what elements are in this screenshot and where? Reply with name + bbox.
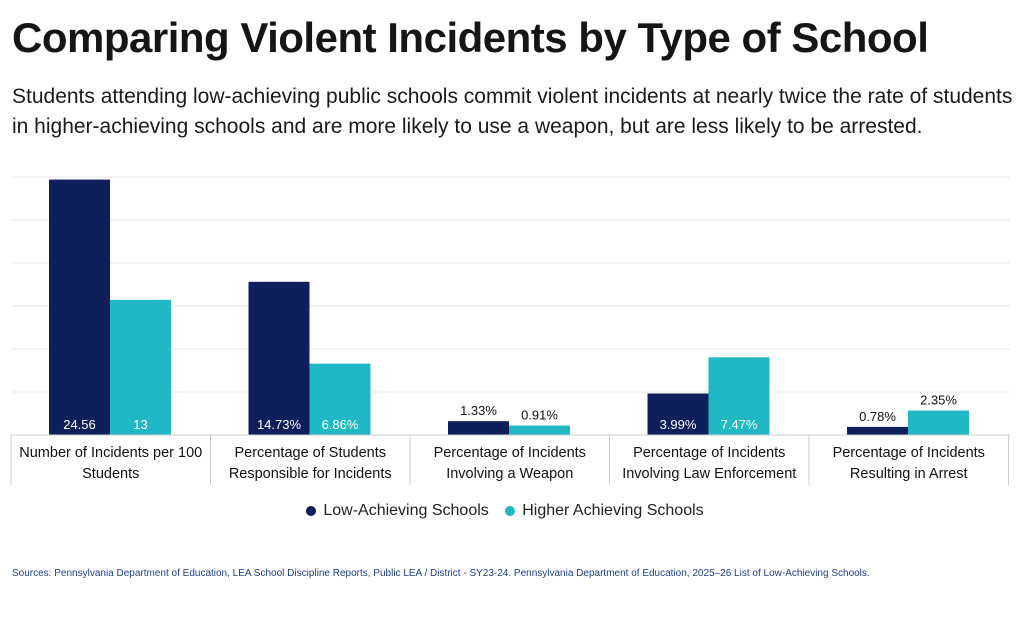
category-label: Number of Incidents per 100 xyxy=(19,445,202,461)
bar-low xyxy=(847,426,908,435)
legend-swatch-high xyxy=(505,506,516,516)
legend-label-low: Low-Achieving Schools xyxy=(323,502,489,519)
bar-chart: 24.56 13 Number of Incidents per 100 Studen… xyxy=(10,176,1010,485)
category-label: Involving a Weapon xyxy=(446,466,573,482)
bar-high xyxy=(708,357,770,435)
data-label-high: 6.86% xyxy=(322,417,359,432)
legend-label-high: Higher Achieving Schools xyxy=(522,502,704,519)
data-label-low: 1.33% xyxy=(460,403,497,418)
data-label-high: 7.47% xyxy=(721,417,758,432)
category-label: Involving Law Enforcement xyxy=(622,466,796,482)
category-label: Percentage of Incidents xyxy=(434,445,586,461)
data-label-low: 14.73% xyxy=(257,417,302,432)
bar-high xyxy=(309,363,371,435)
category-label: Resulting in Arrest xyxy=(850,466,968,482)
bar-low xyxy=(248,281,310,435)
chart-subtitle: Students attending low-achieving public … xyxy=(12,85,1013,138)
category-label: Students xyxy=(82,466,139,482)
data-label-high: 0.91% xyxy=(521,408,558,423)
data-label-low: 24.56 xyxy=(63,417,96,432)
category-label: Percentage of Students xyxy=(234,445,386,461)
source-note: Sources: Pennsylvania Department of Educ… xyxy=(12,568,870,579)
data-label-low: 3.99% xyxy=(660,417,697,432)
bar-high xyxy=(509,425,570,435)
legend-swatch-low xyxy=(306,506,317,516)
chart-title: Comparing Violent Incidents by Type of S… xyxy=(12,14,929,61)
category-label: Responsible for Incidents xyxy=(229,466,392,482)
bar-low xyxy=(448,421,509,435)
bar-low xyxy=(647,393,709,435)
bar-low xyxy=(49,179,110,435)
legend-item-high: Higher Achieving Schools xyxy=(505,502,704,520)
bar-high xyxy=(908,410,969,435)
legend-item-low: Low-Achieving Schools xyxy=(306,502,489,520)
category-label: Percentage of Incidents xyxy=(633,445,785,461)
bar-high xyxy=(110,299,171,435)
data-label-high: 13 xyxy=(133,417,147,432)
data-label-high: 2.35% xyxy=(920,393,957,408)
category-label: Percentage of Incidents xyxy=(833,445,985,461)
data-label-low: 0.78% xyxy=(859,409,896,424)
legend: Low-Achieving Schools Higher Achieving S… xyxy=(0,502,1010,521)
